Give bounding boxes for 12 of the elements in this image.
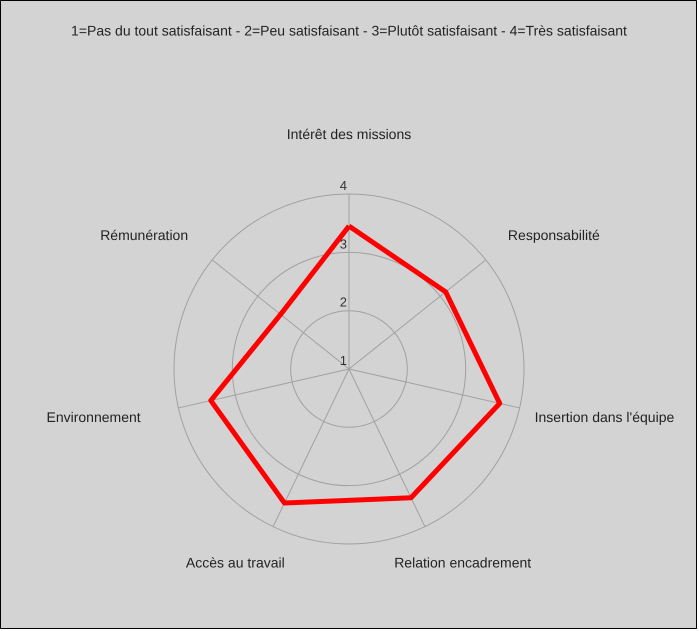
- y-tick-label: 2: [340, 294, 348, 310]
- y-tick-label: 4: [340, 178, 348, 193]
- chart-title: 1=Pas du tout satisfaisant - 2=Peu satisfaisant - 3=Plutôt satisfaisant - 4=Très satisfaisant: [71, 22, 628, 38]
- spoke-label: Insertion dans l'équipe: [534, 408, 674, 425]
- spoke-label: Environnement: [46, 408, 141, 425]
- y-tick-label: 3: [340, 236, 348, 252]
- spoke-label: Intérêt des missions: [286, 126, 412, 142]
- spoke-label: Rémunération: [100, 227, 188, 244]
- y-tick-label: 1: [340, 353, 348, 368]
- spoke-label: Accès au travail: [186, 554, 285, 571]
- spoke-label: Relation encadrement: [394, 554, 532, 571]
- spoke-label: Responsabilité: [508, 227, 600, 244]
